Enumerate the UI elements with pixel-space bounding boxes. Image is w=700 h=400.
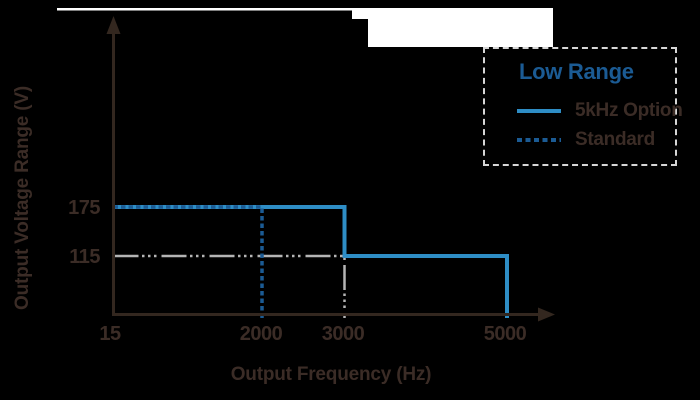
x-tick-3000: 3000 (322, 323, 365, 345)
dashed-line-swatch-icon (517, 138, 561, 142)
y-axis-title: Output Voltage Range (V) (12, 86, 33, 310)
legend-box: Low Range 5kHz Option Standard (483, 47, 683, 166)
legend-title: Low Range (519, 59, 634, 84)
guide-lines (113, 254, 346, 318)
y-axis-arrow-icon (106, 16, 121, 34)
x-tick-15: 15 (99, 323, 121, 345)
series-line-5khz-option (113, 205, 509, 318)
x-tick-2000: 2000 (240, 323, 283, 345)
x-tick-5000: 5000 (484, 323, 527, 345)
y-tick-175: 175 (68, 197, 100, 219)
solid-line-swatch-icon (517, 109, 561, 113)
y-tick-115: 115 (69, 246, 100, 268)
legend-item-standard: Standard (517, 129, 655, 150)
legend-item-5khz-option: 5kHz Option (517, 100, 683, 121)
render-artifact (57, 8, 553, 47)
series-line-standard (113, 205, 264, 318)
legend-item-label: Standard (575, 129, 655, 150)
x-axis-arrow-icon (538, 307, 555, 322)
x-axis-title: Output Frequency (Hz) (231, 364, 432, 385)
data-series (113, 205, 509, 318)
legend-item-label: 5kHz Option (575, 100, 683, 121)
guide-line-115V-3000Hz-guide (113, 254, 346, 318)
